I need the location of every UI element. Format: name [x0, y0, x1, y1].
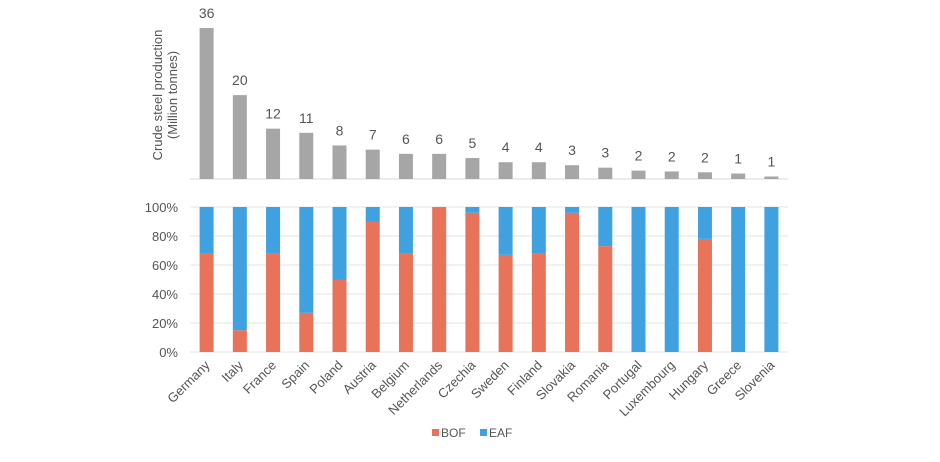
bof-bar-poland: [332, 279, 347, 352]
production-value-france: 12: [265, 106, 281, 122]
legend: BOF EAF: [432, 426, 512, 440]
eaf-bar-hungary: [697, 207, 712, 239]
bof-bar-sweden: [498, 254, 513, 352]
bof-bar-finland: [531, 253, 546, 352]
eaf-bar-belgium: [398, 207, 413, 254]
production-value-spain: 11: [299, 110, 314, 126]
bof-bar-france: [266, 253, 281, 352]
production-bar-finland: [531, 162, 546, 179]
production-value-greece: 1: [734, 151, 742, 167]
eaf-bar-czechia: [465, 207, 480, 213]
production-bar-slovakia: [565, 165, 580, 179]
y-tick-label-100: 100%: [145, 200, 179, 215]
production-value-poland: 8: [336, 122, 344, 138]
production-value-italy: 20: [232, 72, 248, 88]
category-label-italy: Italy: [218, 357, 246, 385]
production-axis-unit: (Million tonnes): [165, 51, 180, 139]
production-bar-portugal: [631, 170, 646, 179]
production-bar-slovenia: [764, 176, 779, 179]
production-bar-france: [266, 128, 281, 179]
production-value-luxembourg: 2: [668, 148, 676, 164]
bof-bar-spain: [299, 312, 314, 352]
bof-bar-romania: [598, 246, 613, 352]
production-bar-germany: [199, 28, 214, 179]
production-bar-romania: [598, 167, 613, 179]
production-axis-title: Crude steel production: [150, 30, 165, 161]
production-bar-hungary: [697, 172, 712, 179]
production-value-romania: 3: [601, 145, 609, 161]
bof-bar-belgium: [398, 253, 413, 352]
production-value-belgium: 6: [402, 131, 410, 147]
production-value-slovakia: 3: [568, 142, 576, 158]
eaf-bar-sweden: [498, 207, 513, 255]
production-bar-austria: [365, 149, 380, 179]
legend-swatch-eaf: [480, 429, 487, 436]
production-bar-greece: [731, 173, 746, 179]
production-value-austria: 7: [369, 127, 377, 143]
legend-label-bof: BOF: [441, 426, 466, 440]
category-label-germany: Germany: [164, 357, 213, 406]
category-label-france: France: [240, 358, 279, 397]
production-bar-luxembourg: [664, 171, 679, 179]
production-value-czechia: 5: [468, 135, 476, 151]
production-value-germany: 36: [199, 5, 215, 21]
eaf-bar-france: [266, 207, 281, 254]
bof-bar-czechia: [465, 212, 480, 352]
eaf-bar-spain: [299, 207, 314, 313]
eaf-bar-portugal: [631, 207, 646, 352]
eaf-bar-slovakia: [565, 207, 580, 213]
y-tick-label-40: 40%: [152, 287, 178, 302]
eaf-bar-finland: [531, 207, 546, 254]
production-bar-poland: [332, 145, 347, 179]
y-tick-label-0: 0%: [159, 345, 178, 360]
production-bar-netherlands: [432, 153, 447, 179]
production-value-hungary: 2: [701, 149, 709, 165]
production-value-sweden: 4: [502, 139, 510, 155]
y-tick-label-80: 80%: [152, 229, 178, 244]
eaf-bar-italy: [232, 207, 247, 331]
production-bar-czechia: [465, 158, 480, 179]
production-value-portugal: 2: [635, 148, 643, 164]
eaf-bar-greece: [731, 207, 746, 352]
legend-label-eaf: EAF: [489, 426, 512, 440]
y-tick-label-20: 20%: [152, 316, 178, 331]
bof-bar-netherlands: [432, 207, 447, 352]
production-value-finland: 4: [535, 139, 543, 155]
eaf-bar-poland: [332, 207, 347, 280]
production-bar-sweden: [498, 162, 513, 179]
bof-bar-hungary: [697, 238, 712, 352]
eaf-bar-romania: [598, 207, 613, 247]
category-label-poland: Poland: [306, 358, 345, 397]
eaf-bar-germany: [199, 207, 214, 254]
y-tick-label-60: 60%: [152, 258, 178, 273]
bof-bar-italy: [232, 330, 247, 352]
production-bar-spain: [299, 132, 314, 179]
eaf-bar-luxembourg: [664, 207, 679, 352]
production-value-slovenia: 1: [767, 153, 775, 169]
eaf-bar-slovenia: [764, 207, 779, 352]
bof-bar-slovakia: [565, 212, 580, 352]
production-bar-italy: [232, 95, 247, 179]
eaf-bar-austria: [365, 207, 380, 222]
production-bar-belgium: [398, 153, 413, 179]
bof-bar-austria: [365, 221, 380, 352]
production-value-netherlands: 6: [435, 131, 443, 147]
legend-swatch-bof: [432, 429, 439, 436]
bof-bar-germany: [199, 253, 214, 352]
